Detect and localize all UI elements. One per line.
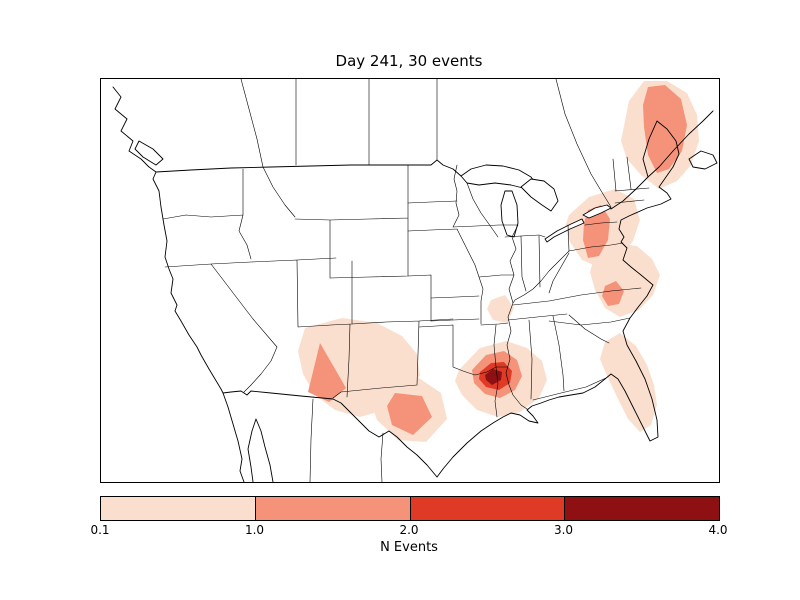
lake-michigan (500, 190, 519, 238)
baja-peninsula (222, 392, 245, 482)
contour-region (308, 343, 346, 402)
mexico-state-border (309, 398, 314, 482)
colorbar-segment-4 (565, 497, 719, 520)
coastline-layer (112, 86, 718, 482)
province-border (240, 79, 264, 168)
st-lawrence-river (610, 110, 714, 210)
us-contour-map (112, 79, 718, 482)
figure-title: Day 241, 30 events (335, 52, 483, 70)
vancouver-island (134, 140, 164, 166)
colorbar-segment-2 (255, 497, 411, 520)
colorbar-ticks: 0.1 1.0 2.0 3.0 4.0 (90, 523, 727, 539)
colorbar-tick: 0.1 (90, 523, 110, 537)
mexico-borders-layer (309, 398, 384, 482)
map-axes (100, 78, 720, 483)
contour-region (602, 281, 624, 306)
contour-region (643, 85, 687, 173)
colorbar-tick: 1.0 (244, 523, 265, 537)
mexico-state-border (380, 432, 384, 482)
contour-region (600, 333, 657, 432)
contour-region (487, 295, 514, 323)
canada-borders-layer (240, 79, 612, 208)
lake-huron (520, 178, 559, 212)
east-gulf-coast (436, 120, 680, 478)
colorbar (100, 496, 720, 521)
state-borders-layer (162, 156, 650, 418)
colorbar-tick: 4.0 (708, 523, 728, 537)
state-borders-midwest (407, 164, 570, 410)
colorbar-label: N Events (380, 540, 438, 555)
colorbar-tick: 2.0 (399, 523, 419, 537)
great-lakes-layer (460, 164, 612, 243)
state-borders-east (507, 156, 650, 401)
province-border (555, 79, 612, 208)
lake-erie (544, 218, 585, 243)
pacific-coast (112, 86, 224, 394)
us-mexico-border (222, 390, 438, 478)
contour-region (583, 205, 610, 258)
colorbar-segment-1 (101, 497, 256, 520)
gulf-of-california-coast (247, 418, 274, 482)
contour-region (387, 393, 432, 435)
nova-scotia (688, 150, 718, 170)
colorbar-segment-3 (410, 497, 566, 520)
us-canada-border (155, 159, 462, 177)
lake-ontario (582, 204, 612, 219)
colorbar-tick: 3.0 (553, 523, 574, 537)
